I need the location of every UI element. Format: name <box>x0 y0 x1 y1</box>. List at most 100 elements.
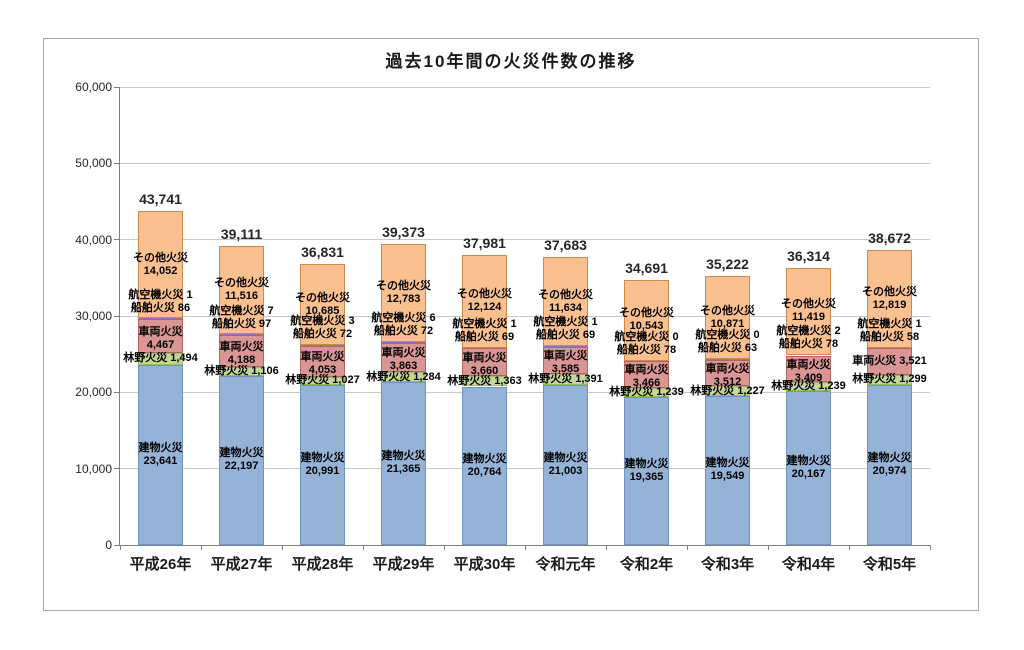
bar-segment-vehicle <box>381 342 426 373</box>
x-axis-tick <box>362 545 364 550</box>
plot-area: 建物火災 23,641 林野火災 1,494 車両火災 4,467 航空機火災 1 船舶火災… <box>119 86 931 573</box>
bar-segment-vehicle <box>624 361 669 388</box>
bar-segment-building <box>543 384 588 545</box>
y-axis-tick <box>114 468 120 470</box>
category-label: 平成29年 <box>372 556 435 573</box>
y-axis-label: 10,000 <box>75 461 112 476</box>
category-label: 令和2年 <box>619 556 674 573</box>
bar-segment-forest <box>219 367 264 376</box>
bar-segment-forest <box>138 353 183 365</box>
bar-segment-vehicle <box>705 359 750 387</box>
y-axis-tick <box>114 391 120 393</box>
total-label: 36,314 <box>787 247 830 264</box>
bar-segment-other <box>462 255 507 348</box>
bar-segment-ship <box>138 317 183 319</box>
category-label: 令和元年 <box>535 556 596 573</box>
bar-segment-ship <box>705 358 750 360</box>
bar-segment-forest <box>381 372 426 382</box>
y-axis-label: 50,000 <box>75 156 112 171</box>
bar-segment-building <box>705 395 750 545</box>
bar-segment-building <box>219 375 264 545</box>
x-axis-tick <box>524 545 526 550</box>
bar-segment-building <box>624 397 669 545</box>
x-axis-tick <box>281 545 283 550</box>
x-axis-tick <box>443 545 445 550</box>
gridline <box>120 162 930 164</box>
total-label: 36,831 <box>301 243 344 260</box>
y-axis-tick <box>114 315 120 317</box>
y-axis-line <box>119 87 120 546</box>
y-axis-tick <box>114 239 120 241</box>
bar-segment-ship <box>786 354 831 356</box>
category-label: 令和5年 <box>862 556 917 573</box>
bar-segment-forest <box>624 387 669 398</box>
chart-title: 過去10年間の火災件数の推移 <box>385 52 637 71</box>
bar-segment-vehicle <box>300 345 345 377</box>
bar-segment-other <box>705 276 750 360</box>
bar-segment-ship <box>462 347 507 349</box>
bar-segment-vehicle <box>219 335 264 368</box>
bar-segment-vehicle <box>867 348 912 375</box>
x-axis-tick <box>848 545 850 550</box>
category-label: 令和4年 <box>781 556 836 573</box>
y-axis-label: 20,000 <box>75 385 112 400</box>
x-axis-tick <box>200 545 202 550</box>
x-axis-tick <box>686 545 688 550</box>
bar-segment-vehicle <box>786 355 831 382</box>
total-label: 37,981 <box>463 235 506 252</box>
bar-segment-other <box>624 280 669 361</box>
y-axis-tick <box>114 544 120 546</box>
bar-segment-building <box>462 386 507 545</box>
bar-segment-ship <box>300 344 345 346</box>
category-label: 平成26年 <box>129 556 192 573</box>
gridline <box>120 391 930 393</box>
bar-segment-vehicle <box>138 319 183 354</box>
gridline <box>120 468 930 470</box>
y-axis-tick <box>114 162 120 164</box>
bar-segment-other <box>543 257 588 347</box>
y-axis-label: 60,000 <box>75 80 112 94</box>
bar-segment-ship <box>624 360 669 362</box>
gridline <box>120 86 930 88</box>
bar-segment-vehicle <box>543 346 588 375</box>
bar-segment-other <box>219 246 264 335</box>
bar-segment-other <box>786 267 831 355</box>
total-label: 34,691 <box>625 260 668 277</box>
gridline <box>120 239 930 241</box>
x-axis-tick <box>929 545 931 550</box>
category-label: 平成27年 <box>210 556 273 573</box>
bar-segment-building <box>867 384 912 545</box>
bar-segment-vehicle <box>462 348 507 377</box>
category-label: 平成30年 <box>453 556 516 573</box>
total-label: 35,222 <box>706 256 749 273</box>
gridline <box>120 315 930 317</box>
bar-segment-other <box>300 263 345 346</box>
x-axis-tick <box>767 545 769 550</box>
bar-segment-forest <box>705 386 750 396</box>
category-label: 令和3年 <box>700 556 755 573</box>
bar-segment-other <box>381 244 426 342</box>
bar-segment-building <box>300 384 345 545</box>
bar-segment-forest <box>300 376 345 385</box>
bar-segment-forest <box>543 374 588 385</box>
bar-segment-ship <box>543 345 588 347</box>
bar-segment-forest <box>462 376 507 387</box>
y-axis-label: 40,000 <box>75 232 112 247</box>
x-axis-tick <box>605 545 607 550</box>
bar-segment-ship <box>867 347 912 349</box>
total-label: 39,373 <box>382 224 425 241</box>
bar-segment-other <box>867 249 912 348</box>
bar-segment-ship <box>381 341 426 343</box>
x-axis-tick <box>119 545 121 550</box>
bar-segment-forest <box>867 374 912 385</box>
bar-segment-other <box>138 211 183 319</box>
bar-segment-building <box>138 364 183 545</box>
y-axis-label: 30,000 <box>75 309 112 323</box>
category-label: 平成28年 <box>291 556 354 573</box>
bar-segment-building <box>381 381 426 545</box>
bar-segment-building <box>786 391 831 545</box>
bar-segment-ship <box>219 333 264 335</box>
y-axis-tick <box>114 86 120 88</box>
bar-segment-forest <box>786 381 831 392</box>
